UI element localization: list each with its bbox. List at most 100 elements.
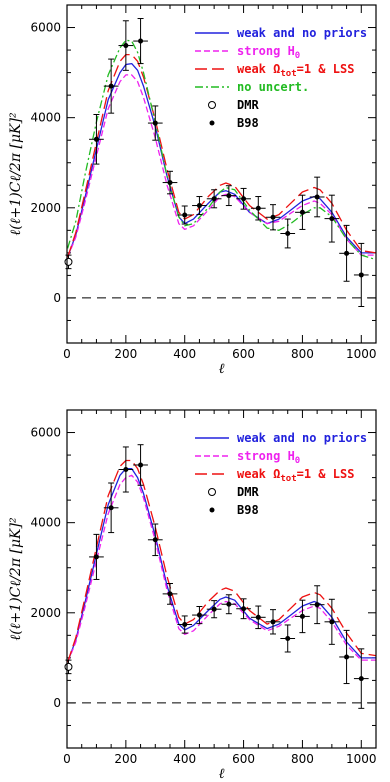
- legend-label-dmr: DMR: [237, 485, 259, 499]
- y-tick-label: 4000: [30, 111, 61, 125]
- marker-filled: [182, 212, 188, 218]
- marker-filled: [152, 537, 158, 543]
- b98-data-point: [265, 204, 281, 231]
- marker-filled: [299, 613, 305, 619]
- b98-data-point: [89, 114, 104, 165]
- b98-data-point: [339, 629, 354, 685]
- x-tick-label: 400: [173, 347, 196, 361]
- b98-data-point: [118, 20, 134, 71]
- x-tick-label: 400: [173, 752, 196, 766]
- b98-data-point: [192, 196, 207, 216]
- marker-filled: [299, 209, 305, 215]
- plot-frame: [66, 4, 377, 344]
- x-tick-label: 800: [291, 752, 314, 766]
- x-tick-label: 600: [232, 347, 255, 361]
- legend-label-b98: B98: [237, 116, 259, 130]
- b98-data-point: [250, 605, 266, 630]
- marker-filled: [241, 606, 247, 612]
- marker-filled: [270, 214, 276, 220]
- b98-data-point: [103, 482, 119, 534]
- series-line-red: [67, 459, 376, 663]
- series-line-magenta: [67, 474, 376, 663]
- y-tick-label: 2000: [30, 201, 61, 215]
- marker-filled: [329, 216, 335, 222]
- marker-filled: [138, 462, 144, 468]
- b98-data-point: [147, 523, 163, 557]
- marker-filled: [138, 38, 144, 44]
- x-tick-label: 800: [291, 347, 314, 361]
- series-line-red: [67, 53, 376, 258]
- y-tick-label: 0: [53, 291, 61, 305]
- marker-filled: [314, 602, 320, 608]
- b98-data-point: [309, 585, 325, 625]
- legend-label-blue: weak and no priors: [237, 431, 367, 445]
- legend-label-red: weak Ωtot=1 & LSS: [237, 62, 354, 79]
- marker-filled: [344, 654, 350, 660]
- curves: [67, 459, 376, 663]
- marker-filled: [108, 83, 114, 89]
- b98-data-point: [177, 205, 193, 225]
- marker-filled: [167, 591, 173, 597]
- marker-filled: [211, 606, 217, 612]
- marker-filled: [270, 619, 276, 625]
- marker-filled: [182, 622, 188, 628]
- b98-data-point: [353, 648, 369, 709]
- y-tick-label: 2000: [30, 606, 61, 620]
- marker-open: [64, 257, 73, 266]
- b98-data-point: [236, 598, 251, 620]
- x-tick-label: 0: [63, 752, 71, 766]
- y-tick-label: 0: [53, 696, 61, 710]
- b98-data-point: [280, 218, 296, 249]
- b98-data-point: [192, 605, 207, 625]
- marker-filled: [93, 136, 99, 142]
- x-tick-label: 200: [114, 347, 137, 361]
- b98-data-point: [324, 194, 340, 243]
- b98-data-point: [236, 187, 251, 210]
- b98-data-point: [221, 594, 237, 615]
- series-line-blue: [67, 62, 376, 258]
- legend-label-green: no uncert.: [237, 80, 309, 94]
- b98-data-point: [295, 599, 310, 634]
- dmr-data-point: [64, 659, 73, 675]
- b98-data-point: [280, 624, 296, 653]
- marker-filled: [358, 676, 364, 682]
- b98-data-point: [103, 58, 119, 114]
- b98-data-point: [353, 242, 369, 307]
- b98-data-point: [309, 176, 325, 218]
- marker-filled: [285, 635, 291, 641]
- x-tick-label: 0: [63, 347, 71, 361]
- x-axis-label: ℓ: [219, 361, 225, 377]
- x-tick-label: 600: [232, 752, 255, 766]
- legend-label-blue: weak and no priors: [237, 26, 367, 40]
- b98-data-point: [162, 170, 178, 195]
- marker-filled: [255, 205, 261, 211]
- series-line-blue: [67, 467, 376, 663]
- b98-data-point: [295, 194, 310, 230]
- marker-filled: [196, 203, 202, 209]
- x-axis-label: ℓ: [219, 766, 225, 782]
- marker-filled: [211, 196, 217, 202]
- b98-data-point: [89, 533, 104, 580]
- marker-filled: [255, 614, 261, 620]
- legend-label-dmr: DMR: [237, 98, 259, 112]
- x-tick-label: 1000: [346, 347, 377, 361]
- b98-data-point: [177, 615, 193, 634]
- legend-marker-open: [208, 488, 216, 496]
- series-line-magenta: [67, 74, 376, 258]
- legend-marker-filled: [209, 507, 215, 513]
- chart-panel-top: 0 200 400 600 800 1000 0 2000 4000 6000 ℓ ℓ(ℓ+1)Cℓ/…: [8, 4, 377, 377]
- marker-filled: [123, 43, 129, 49]
- x-tick-label: 1000: [346, 752, 377, 766]
- b98-data-point: [162, 583, 178, 605]
- y-axis-label: ℓ(ℓ+1)Cℓ/2π [μK]²: [8, 517, 24, 641]
- marker-filled: [314, 194, 320, 200]
- marker-filled: [344, 250, 350, 256]
- marker-filled: [123, 466, 129, 472]
- marker-filled: [329, 619, 335, 625]
- dmr-data-point: [64, 254, 73, 270]
- y-tick-label: 4000: [30, 516, 61, 530]
- b98-data-point: [133, 444, 148, 486]
- b98-data-point: [206, 600, 222, 619]
